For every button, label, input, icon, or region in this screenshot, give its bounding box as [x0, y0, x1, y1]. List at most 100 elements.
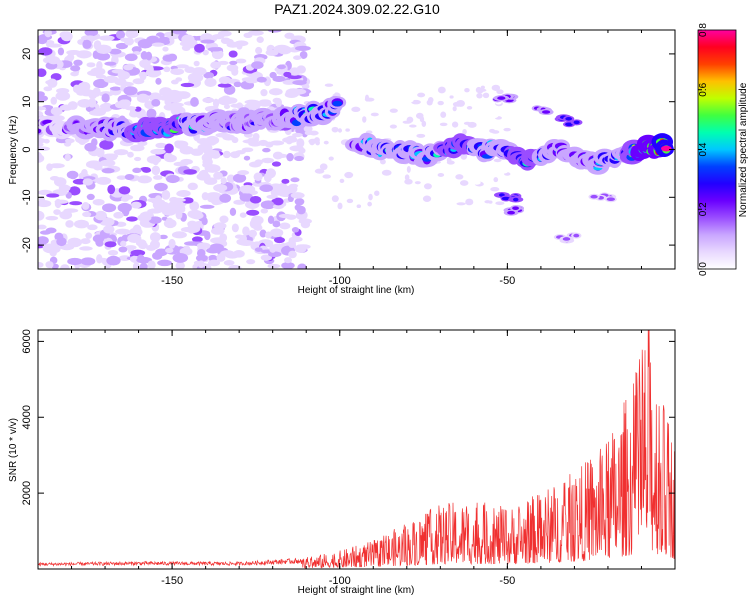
heatmap-cell	[222, 150, 231, 159]
heatmap-cell	[346, 194, 355, 198]
colorbar-tick-label: 0.8	[698, 23, 709, 37]
heatmap-cell	[480, 85, 485, 90]
y-tick-label: 2000	[21, 481, 33, 505]
heatmap-cell	[368, 193, 373, 201]
heatmap-cell	[229, 207, 237, 217]
heatmap-cell	[220, 177, 227, 185]
heatmap-cell	[211, 49, 224, 60]
heatmap-cell	[404, 98, 414, 103]
heatmap-cell	[267, 263, 281, 269]
colorbar-tick-label: 0.2	[698, 202, 709, 216]
heatmap-cell	[184, 66, 196, 74]
heatmap-cell	[132, 167, 142, 174]
heatmap-cell	[149, 239, 160, 250]
heatmap-cell	[462, 129, 467, 135]
y-tick-label: 10	[21, 96, 33, 108]
heatmap-cell	[38, 142, 44, 147]
heatmap-cell	[213, 171, 223, 180]
heatmap-cell	[155, 77, 162, 85]
heatmap-cell	[288, 250, 297, 259]
heatmap-cell	[159, 95, 169, 101]
colorbar-tick-label: 0.6	[698, 82, 709, 96]
heatmap-cell	[361, 107, 369, 115]
heatmap-cell	[259, 184, 274, 192]
heatmap-cell	[120, 240, 127, 247]
heatmap-cell	[273, 197, 284, 206]
heatmap-cell	[479, 124, 486, 128]
y-tick-label: 4000	[21, 405, 33, 429]
heatmap-cell	[180, 82, 195, 88]
heatmap-cell	[449, 95, 454, 99]
heatmap-cell	[381, 175, 388, 182]
snr-x-label: Height of straight line (km)	[298, 585, 415, 596]
heatmap-cell	[406, 165, 411, 173]
x-tick-label: -50	[499, 275, 515, 287]
heatmap-cell	[337, 202, 343, 210]
heatmap-cell	[203, 72, 215, 79]
heatmap-cell	[232, 173, 247, 183]
heatmap-cell	[244, 99, 260, 105]
heatmap-cell	[236, 42, 243, 50]
heatmap-cell	[38, 106, 47, 111]
heatmap-cell	[300, 220, 311, 229]
heatmap-cell	[130, 249, 146, 257]
heatmap-cell	[262, 147, 271, 153]
heatmap-cell	[163, 152, 174, 162]
heatmap-cell	[155, 142, 167, 149]
heatmap-cell	[113, 149, 129, 156]
heatmap-cell	[175, 261, 186, 269]
heatmap-cell	[70, 71, 79, 77]
heatmap-cell	[115, 30, 126, 40]
heatmap-cell	[322, 152, 330, 157]
heatmap-cell	[59, 104, 73, 111]
heatmap-cell	[170, 68, 185, 75]
heatmap-cell	[294, 155, 304, 162]
heatmap-cell	[64, 153, 71, 162]
heatmap-cell	[324, 83, 334, 87]
heatmap-cell	[38, 152, 43, 163]
heatmap-cell	[47, 78, 58, 88]
heatmap-cell	[476, 92, 483, 99]
heatmap-cell	[290, 88, 307, 95]
y-tick-label: -10	[21, 189, 33, 205]
heatmap-cell	[120, 37, 130, 42]
heatmap-cell	[157, 259, 172, 267]
heatmap-cell	[229, 60, 238, 65]
heatmap-cell	[258, 100, 272, 107]
heatmap-cell	[147, 197, 162, 203]
heatmap-cell	[503, 127, 511, 132]
heatmap-cell	[224, 97, 238, 104]
heatmap-cell	[73, 59, 83, 66]
heatmap-cell	[367, 201, 372, 207]
heatmap-cell	[86, 193, 95, 201]
heatmap-cell	[204, 77, 217, 88]
heatmap-cell	[87, 224, 98, 231]
heatmap-cell	[103, 75, 119, 84]
heatmap-cell	[290, 177, 300, 183]
heatmap-cell	[351, 106, 361, 113]
heatmap-cell	[38, 262, 44, 268]
heatmap-cell	[38, 189, 53, 196]
heatmap-cell	[290, 185, 298, 193]
heatmap-cell	[154, 182, 168, 192]
heatmap-cell	[331, 195, 339, 203]
heatmap-cell	[239, 184, 256, 194]
heatmap-cell	[332, 175, 340, 181]
heatmap-cell	[309, 130, 319, 136]
heatmap-cell	[346, 198, 354, 204]
heatmap-cell	[42, 243, 57, 248]
y-tick-label: 6000	[21, 329, 33, 353]
heatmap-cell	[243, 155, 251, 161]
heatmap-cell	[151, 98, 161, 107]
heatmap-cell	[39, 230, 51, 235]
heatmap-cell	[175, 77, 183, 82]
heatmap-cell	[165, 217, 174, 226]
heatmap-cell	[66, 49, 82, 55]
heatmap-cell	[512, 206, 519, 210]
heatmap-cell	[60, 264, 70, 269]
heatmap-cell	[303, 125, 313, 133]
heatmap-cell	[124, 53, 138, 62]
heatmap-cell	[287, 74, 302, 80]
heatmap-cell	[452, 106, 457, 112]
heatmap-cell	[409, 124, 417, 128]
